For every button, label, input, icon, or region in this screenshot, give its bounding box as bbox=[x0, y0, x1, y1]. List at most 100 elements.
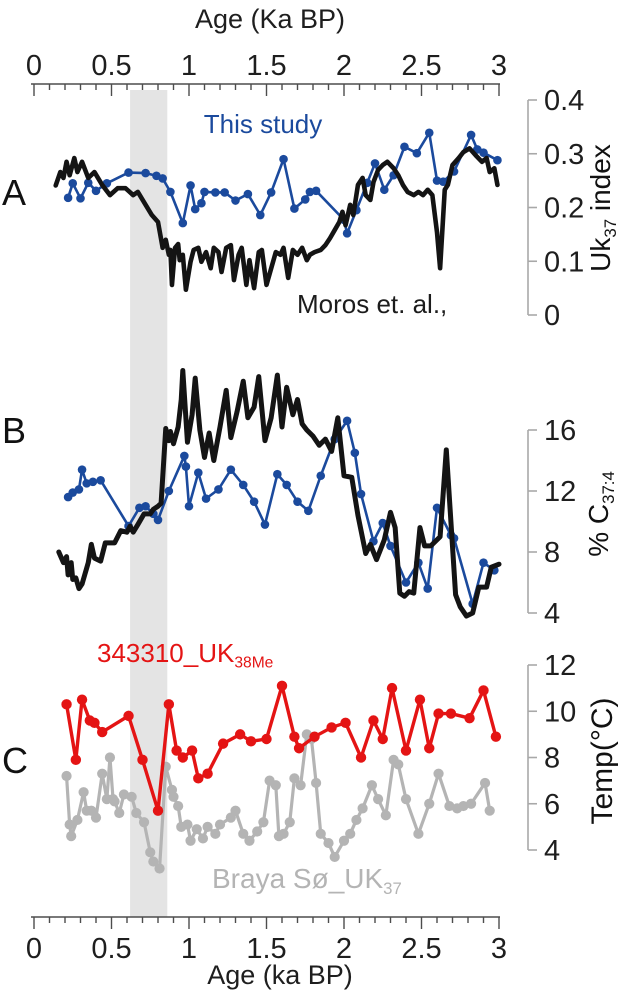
right-axis-tick-label: 12 bbox=[544, 476, 576, 508]
series-point bbox=[194, 468, 203, 478]
series-point bbox=[64, 819, 75, 830]
right-axis-tick-label: 16 bbox=[544, 415, 576, 447]
age-tick-label: 0.5 bbox=[91, 933, 131, 965]
series-point bbox=[104, 752, 116, 763]
series-point bbox=[126, 791, 137, 802]
series-point bbox=[168, 791, 179, 802]
panel-a-letter: A bbox=[2, 172, 27, 213]
series-point bbox=[433, 708, 444, 719]
series-point bbox=[74, 485, 84, 494]
age-tick-label: 1.5 bbox=[246, 50, 286, 82]
top-axis-title: Age (Ka BP) bbox=[194, 4, 346, 34]
series-point bbox=[70, 754, 82, 766]
series-point bbox=[300, 195, 310, 204]
series-point bbox=[190, 204, 200, 214]
series-point bbox=[214, 485, 223, 494]
right-axis-tick-label: 4 bbox=[544, 598, 560, 630]
series-point bbox=[152, 805, 164, 816]
right-axis-tick-label: 12 bbox=[544, 650, 576, 682]
series-point bbox=[284, 817, 295, 828]
series-point bbox=[91, 186, 101, 196]
series-point bbox=[171, 745, 182, 756]
series-point bbox=[114, 807, 125, 819]
series-point bbox=[109, 796, 120, 807]
series-point bbox=[393, 759, 404, 770]
series-point bbox=[414, 694, 426, 705]
right-axis-tick-label: 0.3 bbox=[544, 139, 584, 171]
series-point bbox=[370, 159, 380, 168]
series-point bbox=[424, 128, 434, 138]
series-line bbox=[56, 368, 502, 619]
series-point bbox=[413, 828, 424, 839]
series-point bbox=[255, 210, 265, 220]
series-point bbox=[186, 181, 195, 190]
series-point bbox=[424, 798, 435, 809]
series-point bbox=[158, 174, 167, 183]
series-point bbox=[138, 817, 150, 828]
series-point bbox=[68, 179, 78, 188]
series-point bbox=[444, 800, 455, 812]
series-point bbox=[282, 480, 291, 490]
series-point bbox=[438, 177, 448, 186]
right-axis-tick-label: 8 bbox=[544, 537, 560, 569]
series-point bbox=[252, 826, 263, 837]
series-point bbox=[424, 743, 435, 754]
age-tick-label: 2.5 bbox=[401, 50, 441, 82]
series-point bbox=[351, 814, 362, 826]
series-point bbox=[412, 148, 422, 158]
series-point bbox=[386, 682, 398, 694]
series-point bbox=[357, 803, 368, 814]
series-point bbox=[214, 819, 226, 830]
series-point bbox=[378, 518, 388, 528]
series-point bbox=[478, 685, 489, 696]
age-tick-label: 1 bbox=[181, 933, 197, 965]
series-point bbox=[377, 733, 388, 745]
series-point bbox=[220, 188, 229, 197]
series-point bbox=[458, 800, 469, 812]
series-point bbox=[78, 787, 89, 798]
series-point bbox=[249, 497, 259, 506]
age-tick-label: 0 bbox=[26, 933, 42, 965]
series-point bbox=[466, 130, 476, 140]
series-point bbox=[315, 828, 326, 839]
panel-c-letter: C bbox=[2, 740, 28, 781]
series-point bbox=[423, 584, 433, 593]
series-point bbox=[83, 178, 93, 188]
series-point bbox=[329, 851, 340, 863]
legend-braya-so: Braya Sø_UK37 bbox=[212, 863, 402, 898]
series-point bbox=[290, 204, 299, 213]
series-point bbox=[400, 794, 412, 805]
age-tick-label: 1 bbox=[181, 50, 197, 82]
series-point bbox=[490, 731, 502, 742]
series-point bbox=[123, 710, 134, 722]
series-point bbox=[373, 794, 384, 805]
age-tick-label: 3 bbox=[491, 933, 507, 965]
series-point bbox=[350, 448, 360, 458]
series-point bbox=[154, 863, 165, 874]
series-point bbox=[177, 752, 188, 763]
series-point bbox=[163, 699, 175, 710]
series-point bbox=[186, 745, 198, 756]
legend-moros: Moros et. al., bbox=[297, 289, 448, 319]
series-point bbox=[89, 717, 100, 729]
series-point bbox=[400, 142, 409, 152]
series-point bbox=[141, 501, 150, 511]
series-point bbox=[340, 717, 351, 729]
series-line bbox=[53, 146, 500, 293]
series-point bbox=[76, 694, 88, 705]
series-point bbox=[90, 812, 102, 823]
series-point bbox=[466, 798, 477, 809]
series-point bbox=[76, 194, 85, 203]
series-point bbox=[191, 824, 202, 835]
series-point bbox=[181, 462, 191, 471]
series-point bbox=[185, 835, 196, 846]
age-tick-label: 1.5 bbox=[246, 933, 286, 965]
right-axis-tick-label: 6 bbox=[544, 789, 560, 821]
series-point bbox=[244, 835, 255, 846]
series-point bbox=[368, 715, 379, 726]
series-point bbox=[180, 451, 189, 461]
series-point bbox=[202, 768, 213, 779]
series-point bbox=[400, 745, 412, 756]
series-point bbox=[193, 773, 204, 784]
